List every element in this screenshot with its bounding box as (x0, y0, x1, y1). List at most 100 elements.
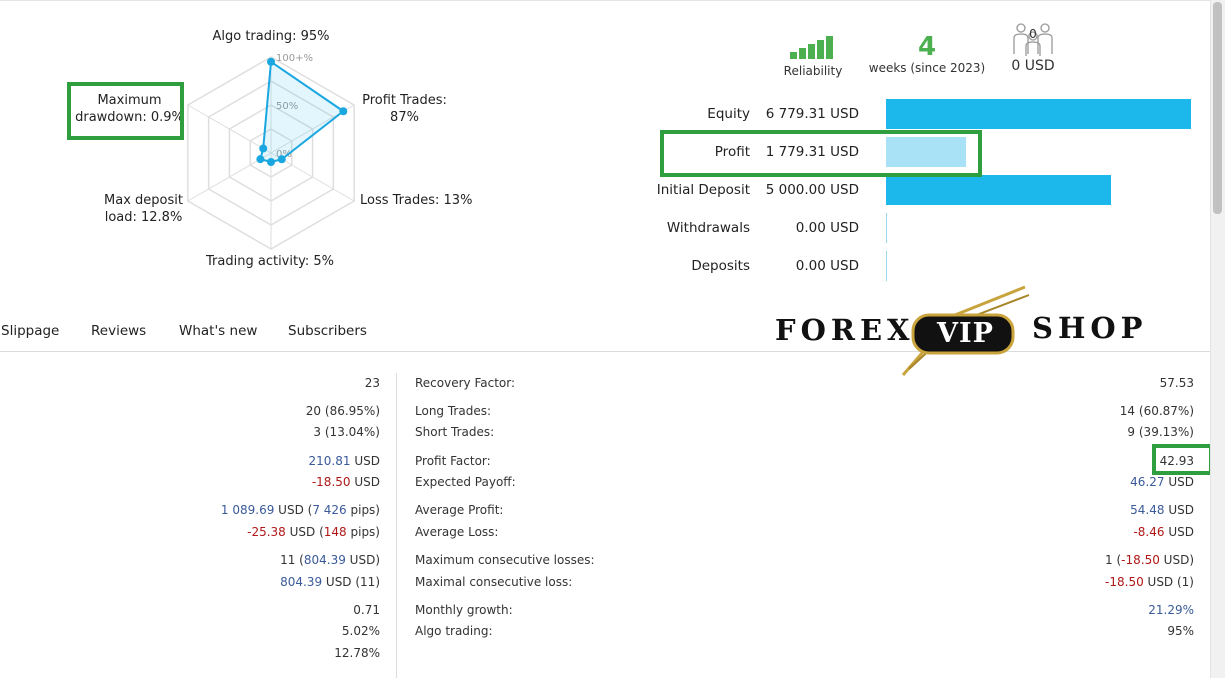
stat-label: Monthly growth: (415, 603, 513, 617)
stat-value: -8.46 USD (794, 525, 1194, 539)
subscribers-count: 0 (1029, 27, 1037, 41)
stat-value-part: USD) (1159, 553, 1194, 567)
stat-label: Recovery Factor: (415, 376, 516, 390)
stat-value-part: 57.53 (1159, 376, 1194, 390)
stat-value-part: 21.29% (1148, 603, 1194, 617)
radar-axis-label: Profit Trades: 87% (362, 93, 447, 125)
stat-value-part: 0.71 (353, 603, 380, 617)
stat-label: Maximum consecutive losses: (415, 553, 595, 567)
stat-value-part: USD (1164, 503, 1194, 517)
stat-value: 1 089.69 USD (7 426 pips) (0, 503, 380, 517)
stat-value: 210.81 USD (0, 454, 380, 468)
stat-value-part: 46.27 (1130, 475, 1165, 489)
balance-bar (886, 175, 1111, 205)
radar-axis-label: Maximum drawdown: 0.9% (75, 93, 184, 125)
stat-value-part: 54.48 (1130, 503, 1165, 517)
stat-label: Average Loss: (415, 525, 499, 539)
stat-value-part: USD ( (274, 503, 313, 517)
tab-reviews[interactable]: Reviews (91, 323, 147, 339)
top-border (0, 0, 1210, 1)
radar-chart: 100+% 50% 0% Algo trading: 95% Profit Trade… (0, 0, 600, 290)
stat-value-part: 1 ( (1105, 553, 1122, 567)
radar-data-point (259, 144, 268, 153)
stat-value: 46.27 USD (794, 475, 1194, 489)
radar-axis-label: Loss Trades: 13% (360, 193, 473, 208)
radar-axis-label: Algo trading: 95% (212, 29, 330, 44)
balance-bar (886, 99, 1191, 129)
reliability-widget: Reliability (778, 34, 848, 78)
reliability-bars-icon (790, 36, 833, 59)
stat-value-part: USD (1164, 525, 1194, 539)
radar-tick-label: 100+% (276, 53, 313, 64)
scrollbar-thumb[interactable] (1213, 2, 1222, 214)
stats-separator (396, 373, 397, 678)
weeks-value: 4 (917, 32, 937, 62)
subscribers-usd: 0 USD (1011, 58, 1055, 74)
bar-value: 6 779.31 USD (765, 106, 859, 122)
stat-value: -18.50 USD (1) (794, 575, 1194, 589)
stat-label: Long Trades: (415, 404, 492, 418)
stat-label: Short Trades: (415, 425, 495, 439)
stat-value-part: 14 (60.87%) (1119, 404, 1194, 418)
radar-data-point (267, 158, 275, 166)
logo-vip: VIP (937, 318, 994, 349)
radar-axis-label: Max deposit load: 12.8% (104, 193, 183, 225)
radar-tick-label: 0% (276, 149, 292, 160)
stat-value-part: USD) (345, 553, 380, 567)
balance-bar (886, 137, 967, 167)
stat-value-part: USD (350, 475, 380, 489)
stat-value-part: 20 (86.95%) (305, 404, 380, 418)
stat-value: 57.53 (794, 376, 1194, 390)
highlight-drawdown (67, 82, 184, 140)
stat-value-part: -18.50 (1121, 553, 1160, 567)
tabs-divider (0, 351, 1210, 352)
stat-value: 42.93 (794, 454, 1194, 468)
balance-bar (886, 251, 887, 281)
radar-data-point (339, 107, 348, 116)
stat-value: 12.78% (0, 646, 380, 660)
bar-label: Deposits (691, 258, 750, 274)
stat-label: Maximal consecutive loss: (415, 575, 573, 589)
radar-data-point (267, 57, 275, 66)
tab-slippage[interactable]: Slippage (1, 323, 60, 339)
stat-value-part: 148 (323, 525, 347, 539)
bar-label: Initial Deposit (656, 182, 750, 198)
stat-value-part: 9 (39.13%) (1127, 425, 1194, 439)
stat-label: Algo trading: (415, 624, 493, 638)
subscribers-widget: 0 0 USD (1004, 20, 1062, 74)
stat-value-part: 11 ( (280, 553, 304, 567)
stat-value: 1 (-18.50 USD) (794, 553, 1194, 567)
highlight-profit (660, 130, 982, 177)
stat-value-part: -18.50 (311, 475, 351, 489)
stat-value-part: 42.93 (1159, 454, 1194, 468)
logo-forex: FOREX (775, 313, 915, 347)
radar-spoke (187, 104, 272, 154)
stat-value: 0.71 (0, 603, 380, 617)
stat-value: 14 (60.87%) (794, 404, 1194, 418)
stat-value: -18.50 USD (0, 475, 380, 489)
radar-svg: 100+% 50% 0% (187, 53, 355, 250)
radar-data-point (256, 155, 265, 164)
tab-subscribers[interactable]: Subscribers (288, 323, 367, 339)
logo-vip-emblem: VIP (895, 285, 1035, 377)
bar-label: Withdrawals (666, 220, 750, 236)
stat-value-part: 804.39 (303, 553, 346, 567)
stat-value-part: USD (350, 454, 380, 468)
stat-value-part: 1 089.69 (220, 503, 275, 517)
stat-value: 3 (13.04%) (0, 425, 380, 439)
stat-value-part: 804.39 (280, 575, 323, 589)
stat-value-part: 23 (364, 376, 380, 390)
stat-value-part: -8.46 (1133, 525, 1165, 539)
tab-whats-new[interactable]: What's new (179, 323, 258, 339)
bar-value: 1 779.31 USD (765, 144, 859, 160)
bar-value: 5 000.00 USD (765, 182, 859, 198)
stat-value: 11 (804.39 USD) (0, 553, 380, 567)
stat-value: 21.29% (794, 603, 1194, 617)
stat-value-part: -25.38 (247, 525, 286, 539)
stat-value-part: 12.78% (334, 646, 380, 660)
stat-label: Expected Payoff: (415, 475, 516, 489)
stat-value: 9 (39.13%) (794, 425, 1194, 439)
stat-value-part: 5.02% (341, 624, 380, 638)
stat-value: 5.02% (0, 624, 380, 638)
bar-value: 0.00 USD (795, 258, 859, 274)
